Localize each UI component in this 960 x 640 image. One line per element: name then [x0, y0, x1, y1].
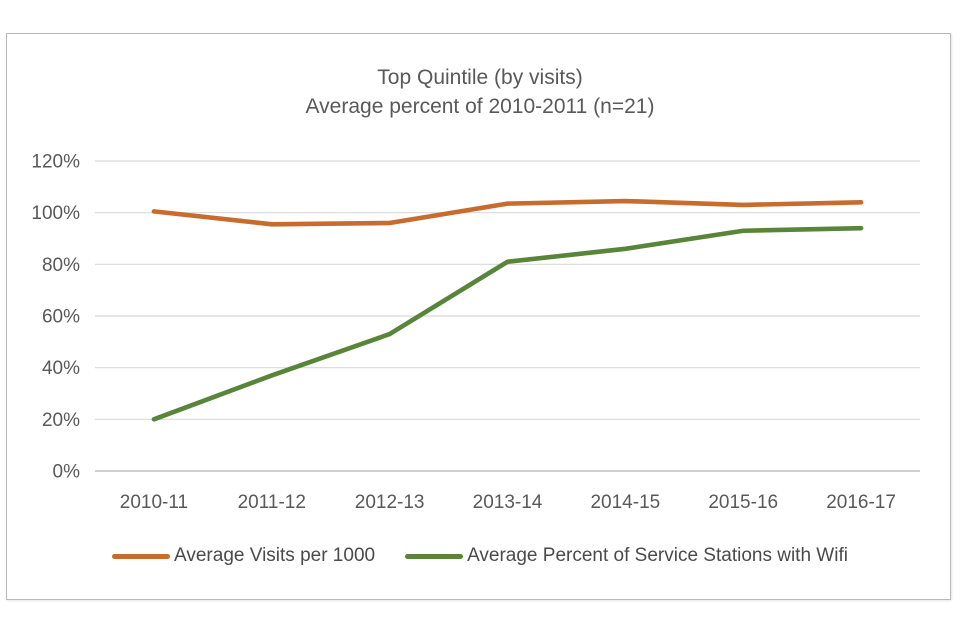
- y-tick-label: 40%: [42, 358, 80, 379]
- x-tick-label: 2015-16: [708, 492, 778, 513]
- y-tick-label: 60%: [42, 307, 80, 328]
- x-tick-label: 2013-14: [473, 492, 543, 513]
- x-tick-label: 2012-13: [355, 492, 425, 513]
- x-tick-label: 2011-12: [238, 492, 306, 513]
- x-tick-label: 2010-11: [120, 492, 188, 513]
- chart-title: Top Quintile (by visits): [377, 66, 583, 89]
- series-line-1[interactable]: [151, 225, 864, 422]
- y-tick-label: 0%: [53, 462, 81, 483]
- title-block: Top Quintile (by visits) Average percent…: [0, 63, 960, 121]
- x-tick-label: 2014-15: [590, 492, 660, 513]
- legend-label-visits: Average Visits per 1000: [174, 545, 376, 566]
- y-tick-label: 20%: [42, 410, 80, 431]
- y-tick-label: 80%: [42, 255, 80, 276]
- legend-item-wifi[interactable]: Average Percent of Service Stations with…: [405, 545, 848, 567]
- x-tick-label: 2016-17: [826, 492, 896, 513]
- legend-line-green-icon: [405, 553, 464, 559]
- y-tick-label: 120%: [31, 152, 80, 173]
- legend: Average Visits per 1000 Average Percent …: [0, 545, 960, 567]
- chart-subtitle: Average percent of 2010-2011 (n=21): [305, 95, 655, 118]
- legend-label-wifi: Average Percent of Service Stations with…: [467, 545, 848, 566]
- y-tick-label: 100%: [31, 203, 80, 224]
- legend-item-visits[interactable]: Average Visits per 1000: [112, 545, 375, 567]
- series-line-0[interactable]: [151, 198, 864, 227]
- legend-line-orange-icon: [112, 553, 171, 559]
